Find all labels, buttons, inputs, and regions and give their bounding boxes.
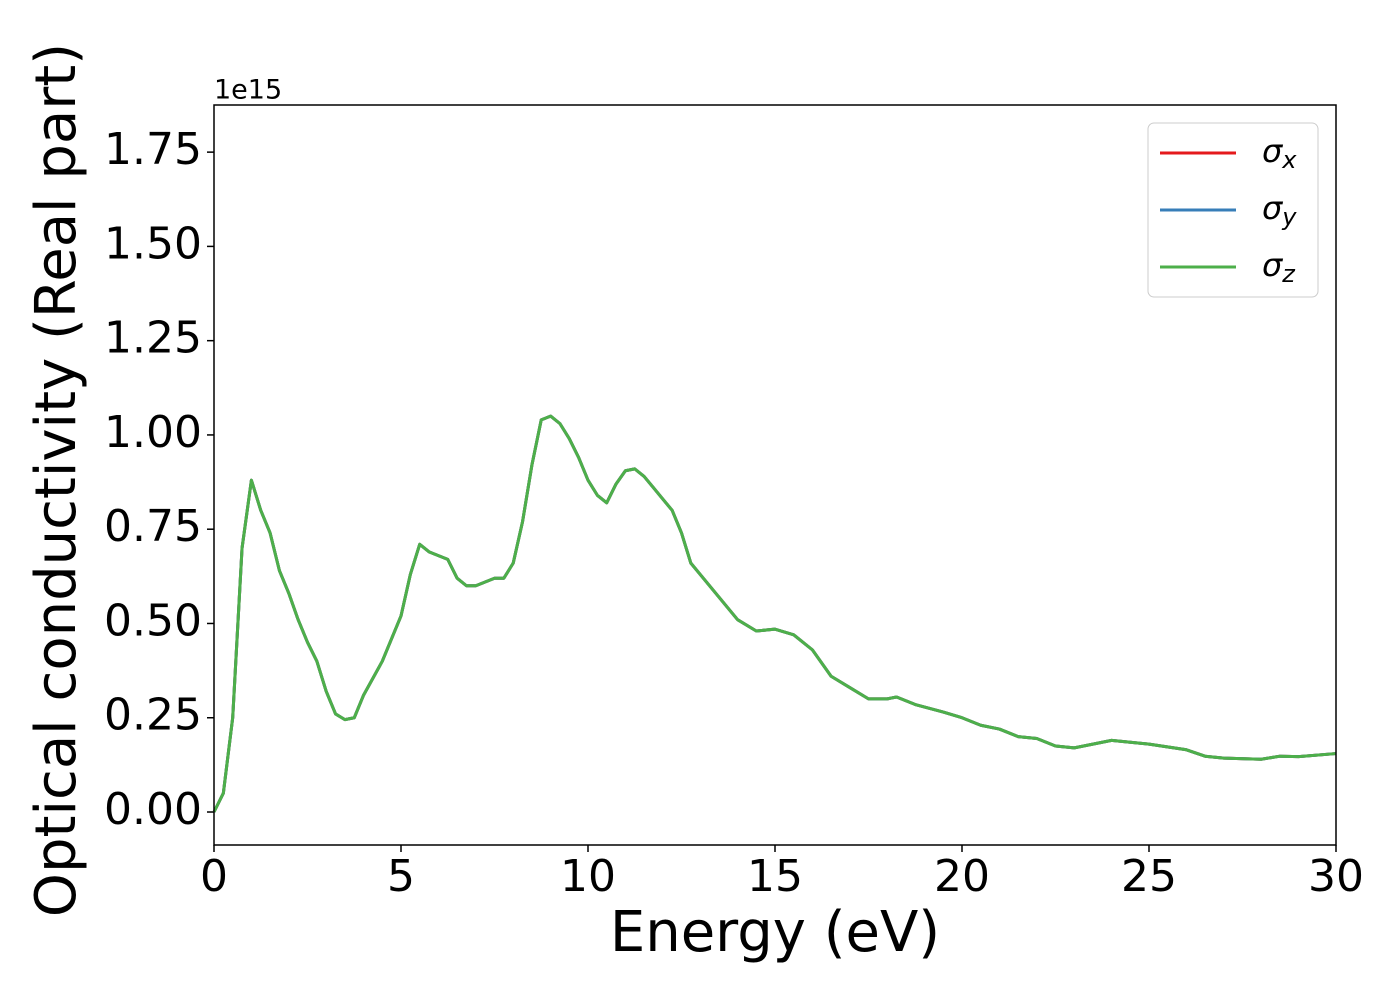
x-axis-label: Energy (eV) xyxy=(610,900,940,965)
y-offset-label: 1e15 xyxy=(214,75,282,106)
legend: σx σy σz xyxy=(1147,122,1319,298)
y-tick-label: 0.50 xyxy=(104,595,202,646)
legend-label: σx xyxy=(1262,132,1297,174)
x-tick-label: 30 xyxy=(1308,851,1364,902)
x-tick-label: 10 xyxy=(560,851,616,902)
y-tick-label: 1.50 xyxy=(104,218,202,269)
y-tick-label: 1.75 xyxy=(104,124,202,175)
y-tick-label: 0.25 xyxy=(104,690,202,741)
y-tick-label: 0.00 xyxy=(104,784,202,835)
legend-label: σz xyxy=(1262,246,1296,288)
y-tick-label: 0.75 xyxy=(104,501,202,552)
x-tick-label: 25 xyxy=(1121,851,1177,902)
x-tick-label: 5 xyxy=(387,851,415,902)
line-series xyxy=(212,414,1337,813)
y-tick-label: 1.00 xyxy=(104,407,202,458)
line-series xyxy=(212,414,1337,813)
x-tick-label: 20 xyxy=(934,851,990,902)
x-tick-label: 0 xyxy=(200,851,228,902)
x-tick-label: 15 xyxy=(747,851,803,902)
legend-label: σy xyxy=(1262,189,1297,231)
y-axis-label: Optical conductivity (Real part) xyxy=(24,43,89,917)
line-series xyxy=(212,414,1337,813)
y-tick-label: 1.25 xyxy=(104,313,202,364)
plot-frame xyxy=(213,104,1337,846)
